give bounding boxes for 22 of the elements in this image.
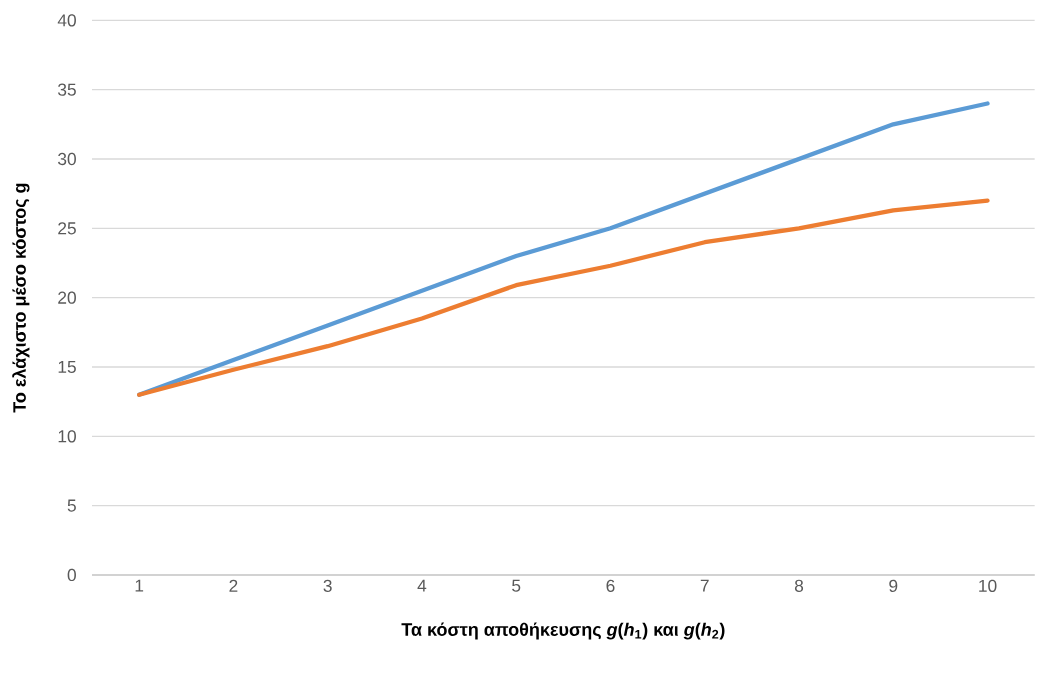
y-tick-label: 20 [58, 291, 76, 304]
x-tick-label: 1 [135, 579, 144, 592]
line-series [137, 198, 990, 397]
x-tick-label: 3 [323, 579, 332, 592]
x-tick-label: 4 [417, 579, 427, 592]
y-tick-label: 40 [57, 14, 76, 27]
text: Τα κόστη αποθήκευσης g(h$_{1}$) και g(h$_{2}$) [401, 622, 725, 640]
y-tick-label: 5 [67, 499, 76, 512]
x-tick-label: 6 [606, 579, 615, 592]
x-tick-label: 7 [700, 579, 709, 592]
x-tick-label: 8 [794, 579, 804, 592]
y-tick-label: 35 [58, 83, 76, 96]
y-tick-label: 10 [58, 430, 76, 443]
y-tick-label: 30 [58, 152, 76, 166]
x-tick-label: 2 [229, 579, 238, 592]
y-tick-label: 25 [58, 222, 76, 235]
x-tick-label: 5 [512, 579, 521, 592]
y-tick-label: 15 [58, 360, 76, 374]
y-axis-title: Το ελάχιστο μέσο κόστος g [12, 183, 30, 413]
y-tick-label: 0 [67, 568, 76, 582]
x-tick-label: 9 [889, 579, 898, 592]
x-tick-label: 10 [979, 579, 997, 592]
